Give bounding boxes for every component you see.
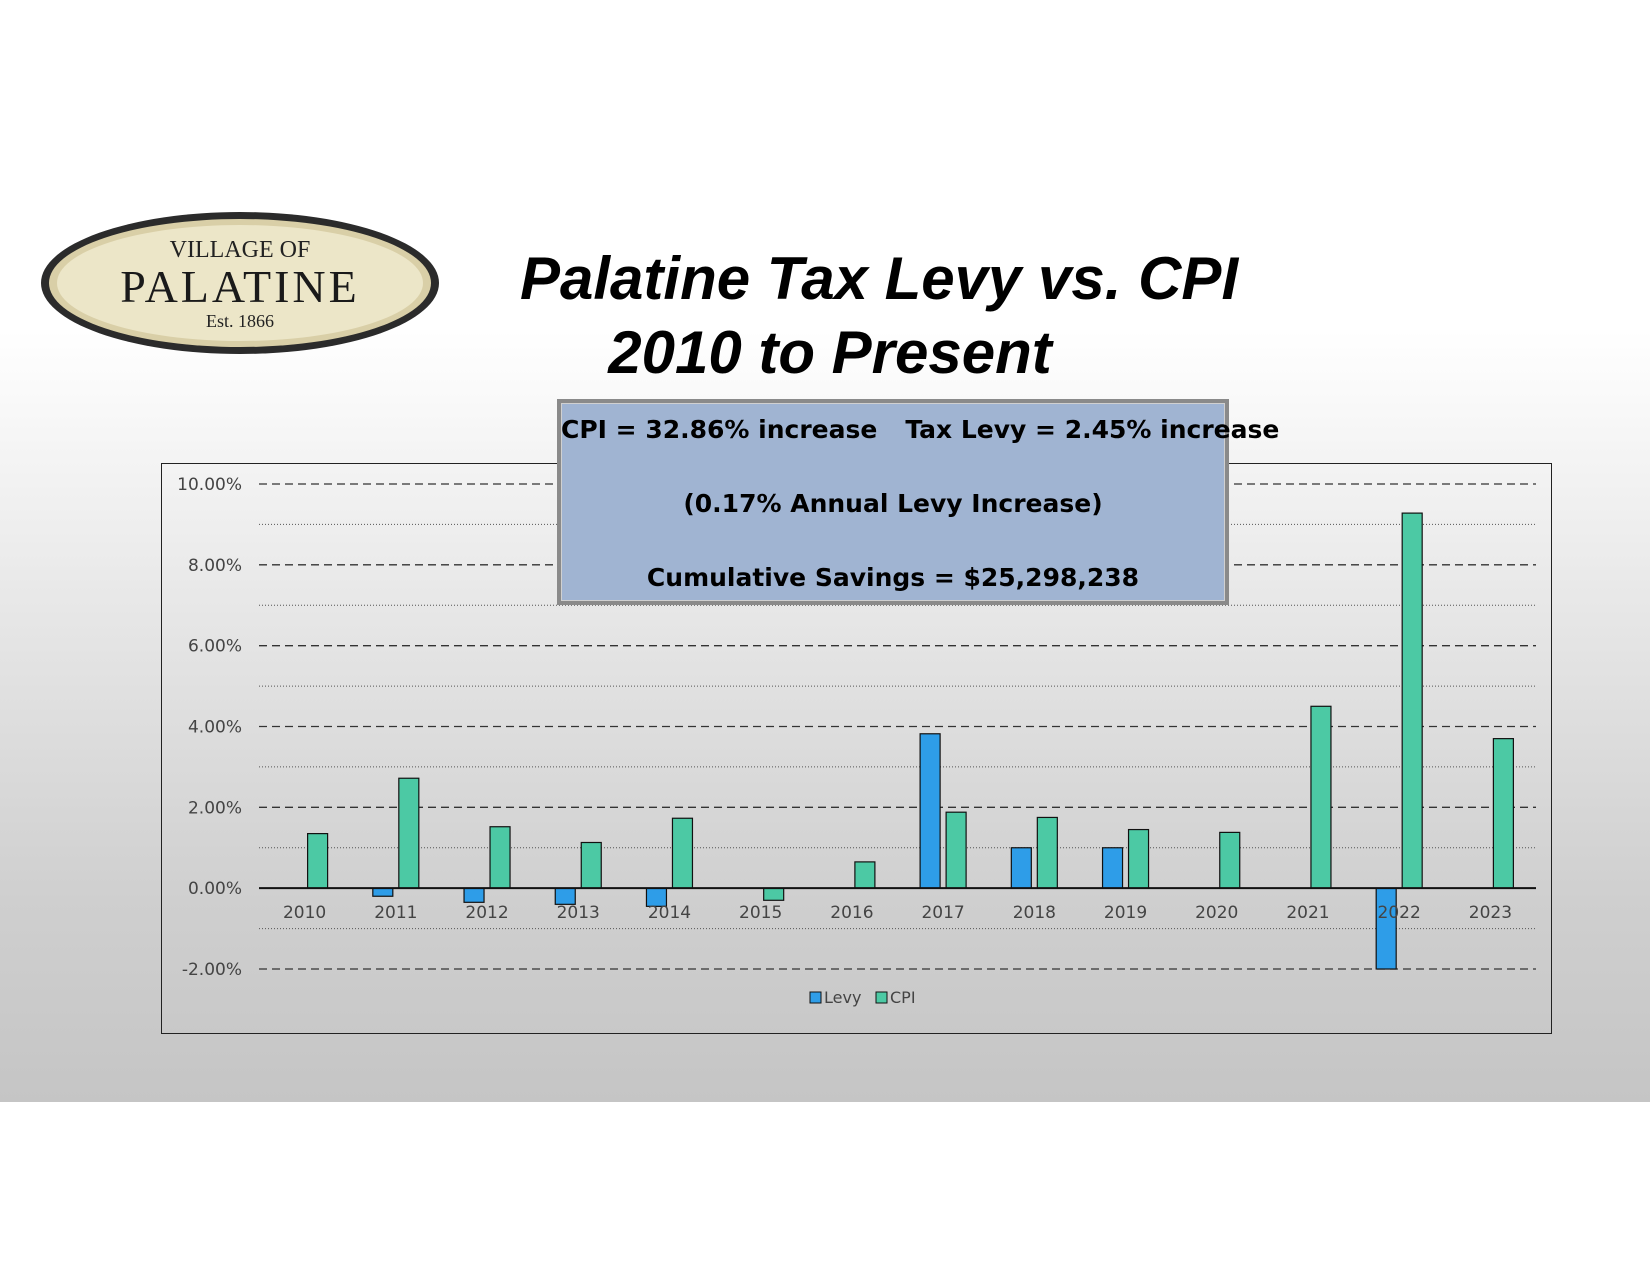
x-tick-label: 2021 xyxy=(1286,903,1329,923)
x-tick-label: 2014 xyxy=(648,903,691,923)
chart-frame: 10.00% 8.00% 6.00% 4.00% 2.00% 0.00% -2.00% 201… xyxy=(161,463,1552,1034)
cpi-bar xyxy=(854,861,876,889)
logo-line-2: PALATINE xyxy=(120,261,360,312)
x-tick-label: 2023 xyxy=(1469,903,1512,923)
cpi-bar xyxy=(1036,816,1058,889)
x-tick-label: 2016 xyxy=(830,903,873,923)
x-tick-label: 2022 xyxy=(1378,903,1421,923)
cpi-bar xyxy=(1127,828,1150,889)
levy-legend-swatch xyxy=(809,991,822,1004)
title-line-2: 2010 to Present xyxy=(608,319,1052,386)
cpi-bar xyxy=(945,811,967,889)
levy-bar xyxy=(919,733,941,889)
y-tick-label: 10.00% xyxy=(177,475,242,495)
levy-bar xyxy=(554,887,576,905)
levy-bar xyxy=(372,887,394,897)
cpi-bar xyxy=(1401,512,1423,889)
cpi-legend-label: CPI xyxy=(890,988,916,1007)
y-tick-label: -2.00% xyxy=(182,960,242,980)
levy-bar xyxy=(1375,887,1397,970)
title-line-1: Palatine Tax Levy vs. CPI xyxy=(520,245,1239,312)
cpi-legend-swatch xyxy=(875,991,888,1004)
y-tick-label: 6.00% xyxy=(188,637,242,657)
y-tick-label: 2.00% xyxy=(188,798,242,818)
cpi-bar xyxy=(398,777,420,889)
annual-levy-summary: (0.17% Annual Levy Increase) xyxy=(683,489,1103,518)
levy-legend-label: Levy xyxy=(824,988,861,1007)
cpi-summary: CPI = 32.86% increase xyxy=(561,415,878,444)
x-tick-label: 2017 xyxy=(921,903,964,923)
y-tick-label: 8.00% xyxy=(188,556,242,576)
logo-line-1: VILLAGE OF xyxy=(170,237,311,263)
levy-bar xyxy=(463,887,485,903)
palatine-logo: VILLAGE OF PALATINE Est. 1866 xyxy=(38,210,442,356)
cpi-bar xyxy=(307,833,329,889)
y-tick-label: 4.00% xyxy=(188,718,242,738)
x-tick-label: 2011 xyxy=(374,903,417,923)
cpi-bar xyxy=(671,817,694,889)
cpi-bar xyxy=(1310,705,1332,889)
x-tick-label: 2010 xyxy=(283,903,326,923)
x-tick-label: 2020 xyxy=(1195,903,1238,923)
page-title: Palatine Tax Levy vs. CPI 2010 to Presen… xyxy=(520,242,1239,390)
levy-summary: Tax Levy = 2.45% increase xyxy=(905,415,1280,444)
cpi-bar xyxy=(580,841,602,889)
x-tick-label: 2013 xyxy=(557,903,600,923)
levy-bar xyxy=(1101,847,1124,889)
cpi-bar xyxy=(1492,738,1514,889)
cpi-bar xyxy=(763,887,785,901)
cpi-bar xyxy=(1219,831,1241,889)
logo-line-3: Est. 1866 xyxy=(206,311,274,331)
cumulative-savings: Cumulative Savings = $25,298,238 xyxy=(646,563,1140,592)
cpi-bar xyxy=(489,826,511,889)
x-tick-label: 2019 xyxy=(1104,903,1147,923)
bar-chart: 10.00% 8.00% 6.00% 4.00% 2.00% 0.00% -2.00% 201… xyxy=(177,475,1536,1007)
x-tick-label: 2015 xyxy=(739,903,782,923)
x-tick-label: 2018 xyxy=(1013,903,1056,923)
levy-bar xyxy=(1010,847,1032,889)
summary-line-1: CPI = 32.86% increase Tax Levy = 2.45% in… xyxy=(561,415,1279,444)
y-tick-label: 0.00% xyxy=(188,879,242,899)
summary-box: CPI = 32.86% increase Tax Levy = 2.45% in… xyxy=(557,399,1279,605)
x-tick-label: 2012 xyxy=(465,903,508,923)
